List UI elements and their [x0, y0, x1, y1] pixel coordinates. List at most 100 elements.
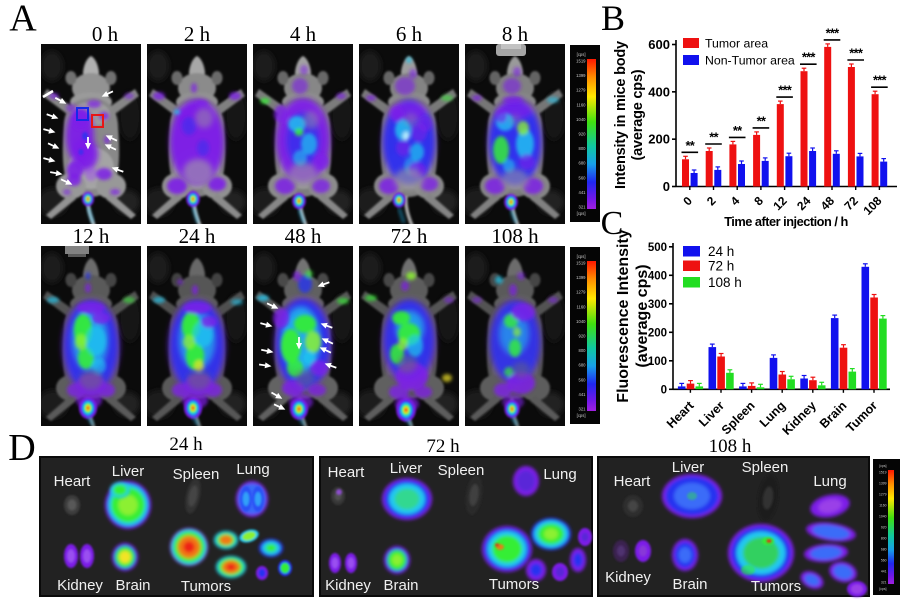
svg-text:0: 0 — [663, 179, 670, 194]
svg-text:***: *** — [826, 25, 841, 40]
svg-text:Tumors: Tumors — [489, 576, 539, 593]
svg-text:***: *** — [778, 83, 793, 98]
svg-text:400: 400 — [648, 270, 667, 282]
svg-text:[cps]: [cps] — [577, 254, 586, 259]
svg-text:441: 441 — [881, 570, 887, 574]
svg-text:Kidney: Kidney — [325, 577, 371, 594]
svg-text:72 h: 72 h — [708, 259, 734, 274]
svg-text:(average cps): (average cps) — [630, 69, 646, 160]
svg-text:108 h: 108 h — [709, 436, 752, 457]
svg-text:1399: 1399 — [879, 482, 887, 486]
svg-text:Non-Tumor area: Non-Tumor area — [705, 54, 795, 68]
svg-text:1040: 1040 — [576, 319, 586, 324]
svg-text:920: 920 — [881, 526, 887, 530]
svg-text:1279: 1279 — [576, 290, 586, 295]
svg-text:300: 300 — [648, 299, 667, 311]
svg-text:[cps]: [cps] — [577, 52, 586, 57]
svg-text:560: 560 — [881, 559, 887, 563]
svg-text:[cps]: [cps] — [577, 211, 586, 216]
svg-text:Kidney: Kidney — [57, 577, 103, 594]
svg-text:Heart: Heart — [54, 473, 92, 490]
svg-text:***: *** — [802, 50, 817, 65]
svg-text:108 h: 108 h — [708, 275, 742, 290]
svg-text:Tumors: Tumors — [181, 578, 231, 595]
svg-text:Heart: Heart — [328, 464, 366, 481]
svg-text:24 h: 24 h — [179, 224, 216, 248]
svg-text:1160: 1160 — [576, 304, 586, 309]
svg-text:400: 400 — [648, 84, 670, 99]
svg-text:12 h: 12 h — [73, 224, 110, 248]
svg-text:1160: 1160 — [576, 102, 586, 107]
svg-text:920: 920 — [579, 132, 587, 137]
svg-text:1279: 1279 — [576, 88, 586, 93]
svg-text:Fluorescence Intensity: Fluorescence Intensity — [615, 229, 632, 402]
svg-text:Brain: Brain — [383, 577, 418, 594]
svg-text:Heart: Heart — [614, 473, 652, 490]
svg-text:D: D — [8, 427, 35, 469]
svg-text:2 h: 2 h — [184, 22, 211, 46]
svg-text:8 h: 8 h — [502, 22, 529, 46]
svg-text:Lung: Lung — [543, 466, 576, 483]
svg-text:B: B — [601, 0, 625, 38]
svg-text:4 h: 4 h — [290, 22, 317, 46]
svg-text:Kidney: Kidney — [605, 569, 651, 586]
svg-text:Spleen: Spleen — [173, 466, 220, 483]
svg-text:1040: 1040 — [576, 117, 586, 122]
svg-text:200: 200 — [648, 327, 667, 339]
svg-text:6 h: 6 h — [396, 22, 423, 46]
svg-text:**: ** — [686, 138, 696, 153]
svg-text:**: ** — [709, 129, 719, 144]
svg-text:680: 680 — [579, 363, 587, 368]
svg-text:200: 200 — [648, 132, 670, 147]
svg-text:**: ** — [757, 113, 767, 128]
svg-text:Brain: Brain — [115, 577, 150, 594]
svg-text:800: 800 — [579, 146, 587, 151]
svg-text:1399: 1399 — [576, 275, 586, 280]
svg-text:Tumor area: Tumor area — [705, 37, 768, 51]
svg-text:321: 321 — [579, 407, 587, 412]
svg-text:Liver: Liver — [112, 463, 145, 480]
svg-text:560: 560 — [579, 377, 587, 382]
svg-text:Tumors: Tumors — [751, 578, 801, 595]
svg-text:321: 321 — [881, 581, 887, 585]
svg-text:500: 500 — [648, 242, 667, 254]
svg-text:[cps]: [cps] — [879, 464, 886, 468]
svg-text:72 h: 72 h — [391, 224, 428, 248]
svg-text:C: C — [601, 205, 624, 242]
svg-text:24 h: 24 h — [169, 434, 203, 455]
svg-text:24 h: 24 h — [708, 244, 734, 259]
svg-text:48 h: 48 h — [285, 224, 322, 248]
svg-text:1519: 1519 — [576, 59, 586, 64]
svg-text:920: 920 — [579, 334, 587, 339]
svg-text:[cps]: [cps] — [577, 413, 586, 418]
svg-text:1160: 1160 — [879, 504, 886, 508]
svg-text:**: ** — [733, 123, 743, 138]
svg-text:Spleen: Spleen — [438, 462, 485, 479]
svg-text:441: 441 — [579, 190, 587, 195]
svg-text:0 h: 0 h — [92, 22, 119, 46]
svg-text:600: 600 — [648, 37, 670, 52]
svg-text:1399: 1399 — [576, 73, 586, 78]
svg-text:441: 441 — [579, 392, 587, 397]
svg-text:321: 321 — [579, 205, 587, 210]
svg-text:1519: 1519 — [576, 261, 586, 266]
svg-text:***: *** — [849, 45, 864, 60]
svg-text:(average cps): (average cps) — [634, 264, 651, 367]
svg-text:680: 680 — [579, 161, 587, 166]
svg-text:Spleen: Spleen — [742, 459, 789, 476]
svg-text:108 h: 108 h — [491, 224, 539, 248]
svg-text:Lung: Lung — [813, 473, 846, 490]
svg-text:Liver: Liver — [672, 459, 705, 476]
svg-text:100: 100 — [648, 356, 667, 368]
svg-text:560: 560 — [579, 175, 587, 180]
svg-text:Time after injection / h: Time after injection / h — [724, 214, 848, 229]
svg-text:***: *** — [873, 73, 888, 88]
svg-text:72 h: 72 h — [426, 436, 460, 457]
svg-text:800: 800 — [579, 348, 587, 353]
svg-text:800: 800 — [881, 537, 887, 541]
svg-text:1040: 1040 — [879, 515, 887, 519]
svg-text:Lung: Lung — [236, 461, 269, 478]
svg-text:680: 680 — [881, 548, 887, 552]
svg-text:Intensity in mice body: Intensity in mice body — [613, 41, 629, 189]
svg-text:1279: 1279 — [879, 493, 887, 497]
